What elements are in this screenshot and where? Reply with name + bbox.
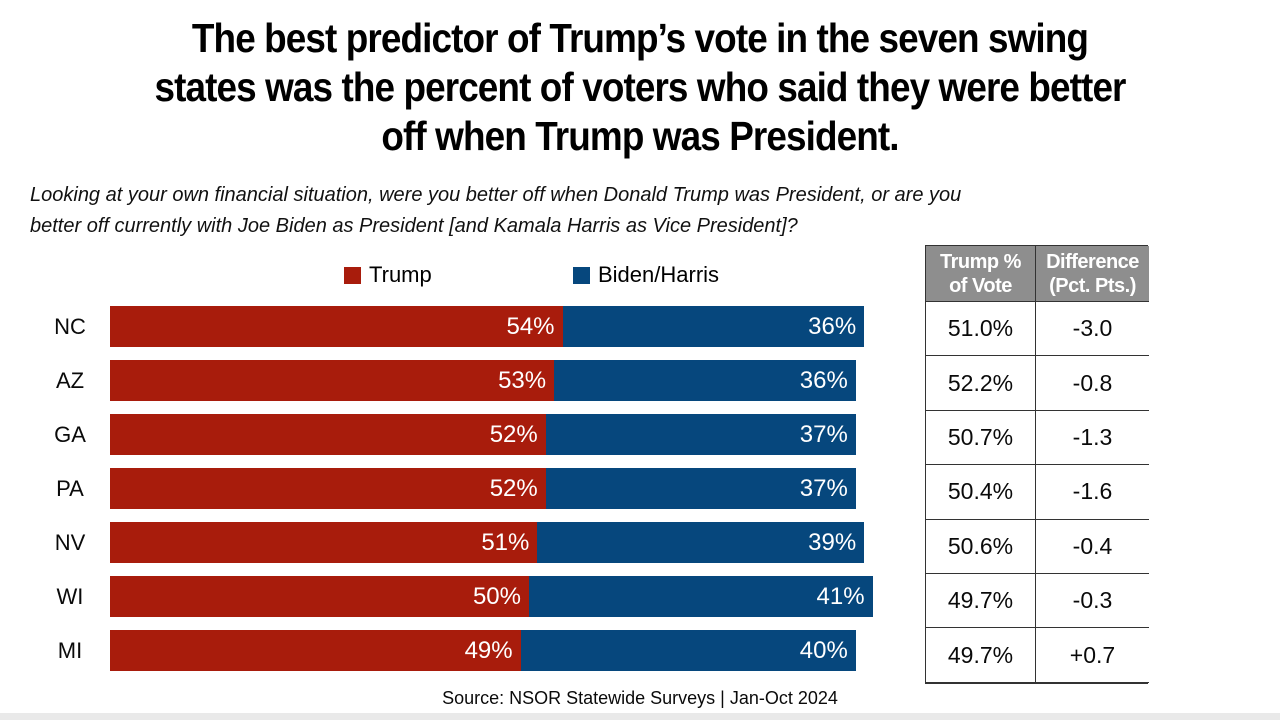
bar-track: 49% 40% <box>110 630 948 671</box>
bar-category-label: GA <box>54 422 86 447</box>
table-cell: +0.7 <box>1036 628 1149 683</box>
trump-bar-value-label: 51% <box>481 528 530 556</box>
bar-track: 51% 39% <box>110 522 948 563</box>
bar-track: 50% 41% <box>110 576 948 617</box>
trump-bar-segment: 50% <box>110 576 529 617</box>
biden-legend-label: Biden/Harris <box>598 262 720 287</box>
bar-category-label: NV <box>54 530 86 555</box>
trump-bar-segment: 51% <box>110 522 538 563</box>
table-cell: 50.6% <box>926 519 1036 574</box>
table-cell: 50.7% <box>926 410 1036 466</box>
survey-question-line-1: Looking at your own financial situation,… <box>30 184 962 206</box>
biden-bar-value-label: 37% <box>799 474 848 502</box>
biden-bar-value-label: 37% <box>799 420 848 448</box>
table-cell: -3.0 <box>1036 302 1149 357</box>
trump-bar-value-label: 54% <box>506 312 555 340</box>
table-cell: -0.8 <box>1036 356 1149 411</box>
trump-bar-segment: 49% <box>110 630 521 671</box>
biden-bar-value-label: 36% <box>799 366 848 394</box>
biden-bar-value-label: 40% <box>799 636 848 664</box>
trump-bar-value-label: 53% <box>498 366 547 394</box>
bar-category-label: AZ <box>55 368 85 393</box>
trump-bar-segment: 52% <box>110 414 546 455</box>
biden-bar-segment: 39% <box>537 522 865 563</box>
trump-bar-value-label: 52% <box>489 420 538 448</box>
table-cell: 49.7% <box>926 628 1036 683</box>
trump-legend-swatch <box>344 266 361 284</box>
page-title: The best predictor of Trump’s vote in th… <box>64 14 1216 161</box>
biden-bar-segment: 36% <box>562 306 865 347</box>
trump-bar-value-label: 52% <box>489 474 538 502</box>
table-header-trump-pct: Trump % of Vote <box>926 246 1036 302</box>
table-header-difference: Difference (Pct. Pts.) <box>1036 246 1149 302</box>
trump-bar-segment: 52% <box>110 468 546 509</box>
biden-bar-segment: 41% <box>529 576 873 617</box>
bar-track: 52% 37% <box>110 414 948 455</box>
bar-track: 54% 36% <box>110 306 948 347</box>
table-cell: 49.7% <box>926 573 1036 629</box>
legend-item-biden: Biden/Harris <box>573 262 719 288</box>
biden-bar-value-label: 39% <box>808 528 857 556</box>
source-attribution: Source: NSOR Statewide Surveys | Jan-Oct… <box>442 688 838 708</box>
biden-bar-segment: 37% <box>545 468 856 509</box>
bar-category-label: MI <box>57 638 83 663</box>
table-cell: -0.4 <box>1036 519 1149 574</box>
biden-legend-swatch <box>573 266 590 284</box>
results-table: Trump % of Vote Difference (Pct. Pts.) 5… <box>925 245 1149 684</box>
table-cell: 51.0% <box>926 302 1036 357</box>
table-cell: -1.6 <box>1036 465 1149 520</box>
bar-category-label: PA <box>56 476 84 501</box>
bottom-edge-strip <box>0 713 1280 720</box>
bar-category-label: WI <box>56 584 84 609</box>
table-cell: 50.4% <box>926 465 1036 520</box>
biden-bar-value-label: 36% <box>808 312 857 340</box>
biden-bar-value-label: 41% <box>816 582 865 610</box>
table-cell: 52.2% <box>926 356 1036 411</box>
biden-bar-segment: 36% <box>554 360 856 401</box>
survey-question-line-2: better off currently with Joe Biden as P… <box>30 215 798 237</box>
trump-bar-segment: 54% <box>110 306 563 347</box>
legend-item-trump: Trump <box>344 262 432 288</box>
page-title-line-1: The best predictor of Trump’s vote in th… <box>191 15 1089 61</box>
table-cell: -0.3 <box>1036 573 1149 629</box>
biden-bar-segment: 40% <box>520 630 856 671</box>
bar-category-label: NC <box>54 314 86 339</box>
trump-bar-value-label: 50% <box>472 582 521 610</box>
page-title-line-2: states was the percent of voters who sai… <box>154 64 1126 110</box>
survey-question-text: Looking at your own financial situation,… <box>30 180 1170 242</box>
table-cell: -1.3 <box>1036 410 1149 466</box>
bar-track: 53% 36% <box>110 360 948 401</box>
page-title-line-3: off when Trump was President. <box>381 113 899 159</box>
trump-bar-segment: 53% <box>110 360 555 401</box>
trump-bar-value-label: 49% <box>464 636 513 664</box>
bar-track: 52% 37% <box>110 468 948 509</box>
trump-legend-label: Trump <box>369 262 432 287</box>
biden-bar-segment: 37% <box>545 414 856 455</box>
